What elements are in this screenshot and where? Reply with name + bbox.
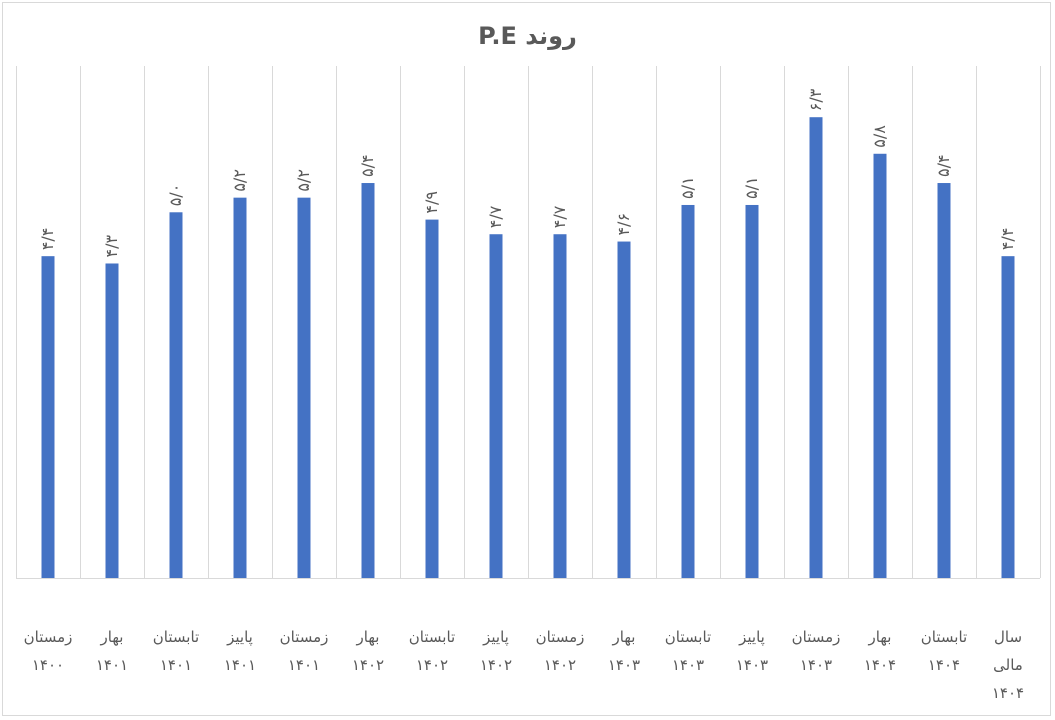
bar	[873, 153, 887, 578]
bar	[41, 256, 55, 578]
x-tick-label: سال مالی ۱۴۰۴	[992, 628, 1024, 702]
bar	[105, 263, 119, 578]
data-label: ۵/۴	[358, 154, 377, 177]
chart-title: روند P.E	[478, 22, 577, 50]
data-label: ۴/۹	[422, 191, 441, 214]
x-tick-label: تابستان ۱۴۰۲	[409, 628, 455, 674]
data-label: ۴/۴	[38, 228, 57, 251]
bar	[361, 183, 375, 578]
data-label: ۵/۱	[742, 176, 761, 199]
data-label: ۵/۴	[934, 154, 953, 177]
x-tick-label: زمستان ۱۴۰۳	[792, 628, 841, 674]
x-tick-label: پاییز ۱۴۰۳	[736, 628, 768, 674]
x-tick-label: تابستان ۱۴۰۳	[665, 628, 711, 674]
x-tick-label: بهار ۱۴۰۴	[864, 628, 896, 674]
data-label: ۴/۷	[486, 205, 505, 228]
data-label: ۴/۳	[102, 235, 121, 258]
data-label: ۵/۲	[230, 169, 249, 192]
bar	[681, 204, 695, 578]
x-tick-label: تابستان ۱۴۰۱	[153, 628, 199, 674]
data-label: ۵/۰	[166, 184, 185, 207]
x-tick-label: بهار ۱۴۰۲	[352, 628, 384, 674]
x-tick-label: پاییز ۱۴۰۲	[480, 628, 512, 674]
data-label: ۴/۴	[998, 228, 1017, 251]
data-label: ۶/۳	[806, 88, 825, 111]
data-label: ۴/۶	[614, 213, 633, 236]
data-label: ۵/۲	[294, 169, 313, 192]
x-tick-label: بهار ۱۴۰۱	[96, 628, 128, 674]
x-tick-label: زمستان ۱۴۰۱	[280, 628, 329, 674]
bar	[489, 234, 503, 578]
bar	[745, 204, 759, 578]
x-tick-label: تابستان ۱۴۰۴	[921, 628, 967, 674]
bar	[553, 234, 567, 578]
data-label: ۴/۷	[550, 205, 569, 228]
x-tick-label: پاییز ۱۴۰۱	[224, 628, 256, 674]
x-tick-label: زمستان ۱۴۰۲	[536, 628, 585, 674]
bar	[297, 197, 311, 578]
bar	[233, 197, 247, 578]
bar	[937, 183, 951, 578]
x-tick-label: زمستان ۱۴۰۰	[24, 628, 73, 674]
bar	[169, 212, 183, 579]
bar	[425, 219, 439, 578]
data-label: ۵/۱	[678, 176, 697, 199]
bar	[809, 117, 823, 578]
x-tick-label: بهار ۱۴۰۳	[608, 628, 640, 674]
data-label: ۵/۸	[870, 125, 889, 148]
bar	[1001, 256, 1015, 578]
bar	[617, 241, 631, 579]
